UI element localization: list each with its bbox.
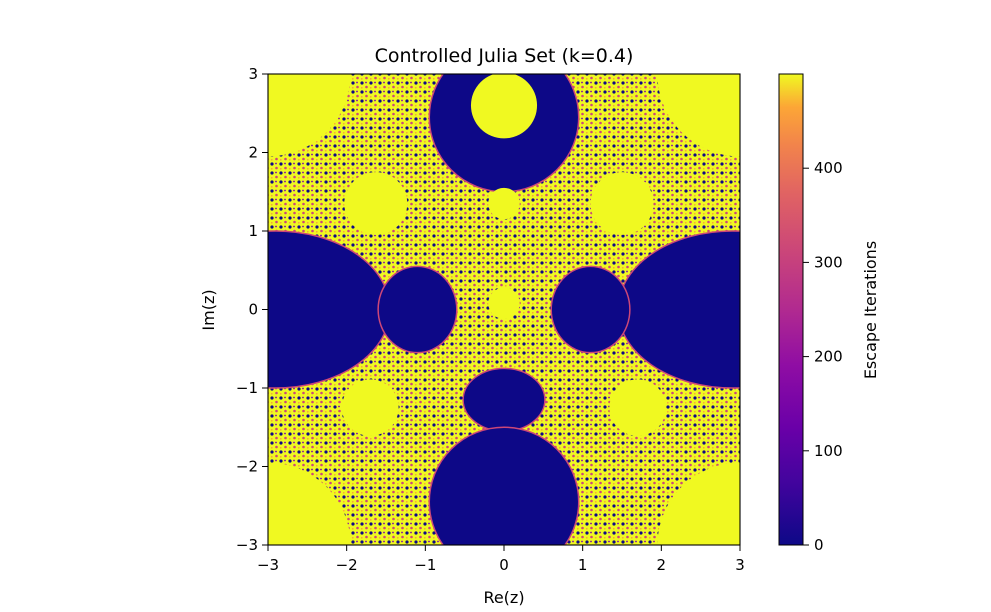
fractal-heatmap [268, 74, 740, 545]
escape-disk-3 [344, 172, 408, 235]
escape-disk-8 [657, 74, 740, 157]
x-tick-label: −2 [336, 556, 358, 574]
y-tick-label: −3 [236, 536, 258, 554]
x-tick-label: −3 [257, 556, 279, 574]
x-tick-label: 0 [499, 556, 509, 574]
x-axis-label: Re(z) [483, 588, 524, 607]
escape-disk-7 [268, 74, 351, 157]
bounded-regions [268, 74, 740, 545]
x-axis-ticks: −3 −2 −1 0 1 2 3 [257, 545, 745, 574]
colorbar-ticks: 0 100 200 300 400 [803, 159, 843, 554]
bounded-region-4 [550, 265, 631, 354]
x-tick-label: 1 [578, 556, 588, 574]
bounded-region-1 [268, 230, 391, 389]
escape-disk-10 [657, 462, 740, 545]
escape-disk-5 [341, 379, 399, 436]
bounded-region-2 [617, 230, 740, 389]
x-tick-label: 3 [735, 556, 745, 574]
colorbar-tick-label: 300 [814, 253, 843, 271]
colorbar-tick-label: 400 [814, 159, 843, 177]
colorbar: 0 100 200 300 400 Escape Iterations [778, 73, 880, 554]
y-axis-ticks: −3 −2 −1 0 1 2 3 [236, 65, 268, 554]
colorbar-label: Escape Iterations [861, 241, 880, 379]
bounded-region-6 [428, 426, 580, 545]
y-axis-label: Im(z) [199, 289, 218, 330]
colorbar-tick-label: 100 [814, 442, 843, 460]
y-tick-label: −1 [236, 379, 258, 397]
colorbar-tick-label: 0 [814, 536, 824, 554]
y-tick-label: 0 [248, 301, 258, 319]
escape-disk-2 [488, 287, 520, 319]
x-tick-label: 2 [657, 556, 667, 574]
y-tick-label: 3 [248, 65, 258, 83]
colorbar-gradient [779, 74, 803, 545]
escape-disk-6 [609, 379, 667, 436]
escape-disk-1 [488, 187, 520, 220]
bounded-region-3 [377, 265, 458, 354]
y-tick-label: 2 [248, 144, 258, 162]
escape-disk-0 [470, 74, 538, 139]
bounded-region-5 [462, 367, 546, 432]
y-tick-label: −2 [236, 458, 258, 476]
x-tick-label: −1 [414, 556, 436, 574]
colorbar-frame [778, 73, 804, 546]
fast-escape-regions [268, 74, 740, 545]
chart-title: Controlled Julia Set (k=0.4) [375, 45, 634, 67]
colorbar-tick-label: 200 [814, 348, 843, 366]
y-tick-label: 1 [248, 222, 258, 240]
escape-disk-9 [268, 462, 351, 545]
escape-disk-4 [590, 172, 654, 235]
